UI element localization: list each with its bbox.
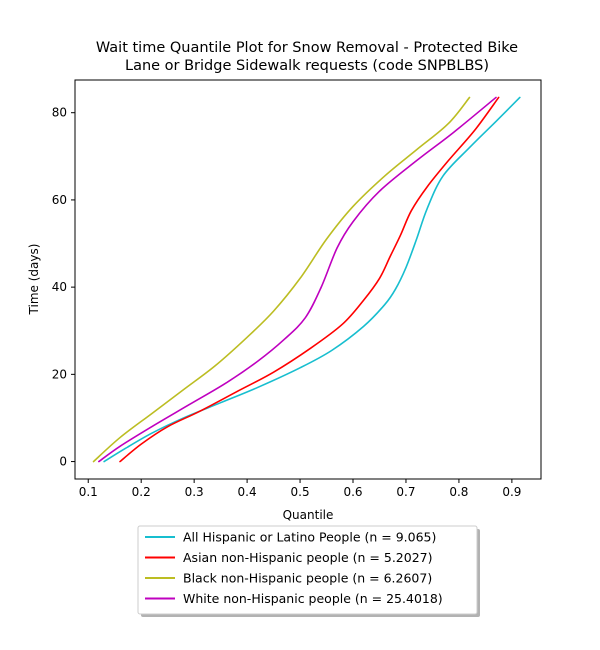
- series-line-2: [119, 96, 500, 463]
- series-line-1: [103, 96, 521, 463]
- y-axis-label: Time (days): [27, 244, 41, 316]
- x-axis-label: Quantile: [283, 508, 334, 522]
- series-line-3: [92, 96, 471, 463]
- plot-frame: [74, 79, 542, 480]
- y-tick-label: 60: [52, 193, 67, 207]
- y-tick-label: 20: [52, 367, 67, 381]
- legend-box: [137, 525, 478, 615]
- chart-title-line-1: Wait time Quantile Plot for Snow Removal…: [96, 40, 518, 56]
- x-tick-label: 0.4: [238, 485, 257, 499]
- legend-label-2: Asian non-Hispanic people (n = 5.2027): [183, 550, 433, 565]
- legend-label-1: All Hispanic or Latino People (n = 9.065…: [183, 530, 436, 545]
- series-line-4: [98, 96, 497, 463]
- x-tick-label: 0.7: [396, 485, 415, 499]
- legend-entries: All Hispanic or Latino People (n = 9.065…: [145, 530, 443, 606]
- x-tick-label: 0.8: [449, 485, 468, 499]
- series-lines: [92, 96, 521, 463]
- chart-title-line-2: Lane or Bridge Sidewalk requests (code S…: [125, 58, 489, 74]
- y-tick-label: 80: [52, 106, 67, 120]
- y-axis: 0 20 40 60 80: [52, 106, 75, 469]
- x-tick-label: 0.9: [502, 485, 521, 499]
- legend-label-4: White non-Hispanic people (n = 25.4018): [183, 591, 443, 606]
- y-tick-label: 0: [59, 455, 67, 469]
- x-tick-label: 0.6: [343, 485, 362, 499]
- x-tick-label: 0.1: [79, 485, 98, 499]
- x-tick-label: 0.2: [132, 485, 151, 499]
- legend-label-3: Black non-Hispanic people (n = 6.2607): [183, 571, 432, 586]
- x-axis: 0.1 0.2 0.3 0.4 0.5 0.6 0.7 0.8 0.9: [79, 479, 521, 499]
- x-tick-label: 0.5: [291, 485, 310, 499]
- legend: All Hispanic or Latino People (n = 9.065…: [137, 525, 480, 617]
- x-tick-label: 0.3: [185, 485, 204, 499]
- y-tick-label: 40: [52, 280, 67, 294]
